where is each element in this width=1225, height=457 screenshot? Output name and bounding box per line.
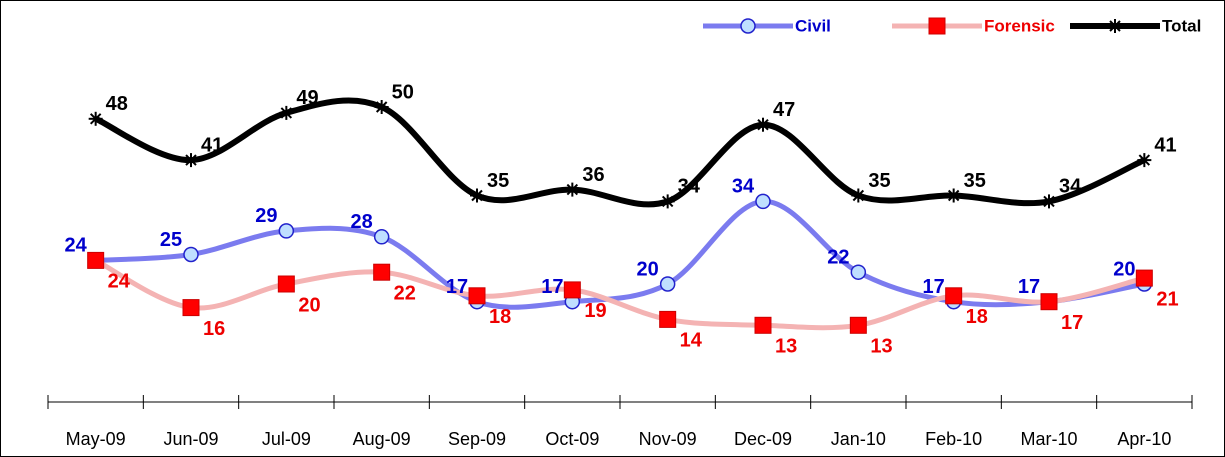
data-label: 17 [446,276,468,298]
data-label: 13 [870,336,892,358]
data-label: 47 [773,99,795,121]
data-point [279,105,294,120]
legend-label: Civil [795,16,831,35]
data-point [182,299,200,317]
data-point [1040,293,1058,311]
data-label: 29 [255,205,277,227]
data-label: 19 [584,300,606,322]
data-label: 34 [678,176,701,198]
data-point [850,264,867,280]
data-point [1137,153,1152,168]
data-point [88,111,103,126]
x-tick-label: Jan-10 [831,429,886,449]
asterisk-stroke [471,189,483,202]
data-point [659,276,676,292]
data-point [278,223,295,239]
asterisk-stroke [852,189,865,202]
data-label: 20 [637,258,659,280]
data-label: 35 [868,170,890,192]
data-point [659,310,677,328]
asterisk-stroke [757,118,769,131]
asterisk-stroke [280,107,293,119]
data-label: 14 [680,330,703,352]
data-point [373,263,391,281]
data-point [946,188,961,203]
data-label: 41 [201,134,223,156]
data-point [1042,194,1056,209]
data-label: 24 [65,235,88,257]
asterisk-stroke [947,189,960,202]
data-label: 21 [1156,288,1178,310]
data-point [849,316,867,334]
asterisk-stroke [1043,195,1055,208]
asterisk-stroke [375,101,388,113]
data-label: 16 [203,318,225,340]
data-label: 25 [160,229,182,251]
data-point [563,281,581,299]
data-label: 35 [964,170,986,192]
asterisk-stroke [185,154,197,166]
data-label: 34 [732,176,755,198]
data-point [754,316,772,334]
x-tick-label: Dec-09 [734,429,792,449]
asterisk-stroke [1138,154,1151,166]
x-tick-label: Mar-10 [1020,429,1077,449]
data-label: 22 [394,282,416,304]
x-tick-label: Feb-10 [925,429,982,449]
data-label: 18 [489,306,511,328]
data-label: 20 [1113,258,1135,280]
data-point [183,246,199,263]
x-tick-label: Jun-09 [163,429,218,449]
data-label: 17 [1061,312,1083,334]
data-point [945,287,963,305]
x-tick-label: Apr-10 [1117,429,1171,449]
data-point [1135,269,1153,287]
x-tick-label: Nov-09 [639,429,697,449]
asterisk-stroke [566,183,579,196]
data-label: 24 [108,271,131,293]
x-tick-label: Oct-09 [545,429,599,449]
asterisk-stroke [661,195,674,208]
data-label: 28 [351,211,373,233]
data-point [756,117,770,132]
data-label: 50 [392,81,414,103]
legend-marker [1108,19,1122,33]
data-point [565,182,580,197]
legend-marker [928,17,946,35]
legend-label: Total [1162,16,1201,35]
data-point [470,188,484,203]
data-label: 35 [487,170,509,192]
legend-label: Forensic [984,16,1055,35]
data-point [660,194,675,209]
data-point [851,188,866,203]
data-label: 17 [1018,276,1040,298]
data-label: 17 [541,276,563,298]
data-point [87,251,105,269]
x-tick-label: Aug-09 [353,429,411,449]
data-label: 22 [827,246,849,268]
data-label: 41 [1154,134,1176,156]
data-label: 34 [1059,176,1082,198]
x-tick-label: Jul-09 [262,429,311,449]
data-label: 13 [775,336,797,358]
data-point [373,229,390,245]
data-label: 36 [582,164,604,186]
data-point [374,100,389,114]
asterisk-stroke [89,113,102,125]
data-label: 18 [966,306,988,328]
data-label: 48 [106,93,128,115]
data-label: 20 [298,294,320,316]
data-label: 49 [296,87,318,109]
data-point [755,193,771,210]
asterisk-stroke [1109,20,1121,32]
data-point [184,153,198,168]
x-tick-label: May-09 [66,429,126,449]
data-point [468,287,486,305]
data-label: 17 [923,276,945,298]
data-point [277,275,295,293]
legend-marker [740,18,756,34]
x-tick-label: Sep-09 [448,429,506,449]
